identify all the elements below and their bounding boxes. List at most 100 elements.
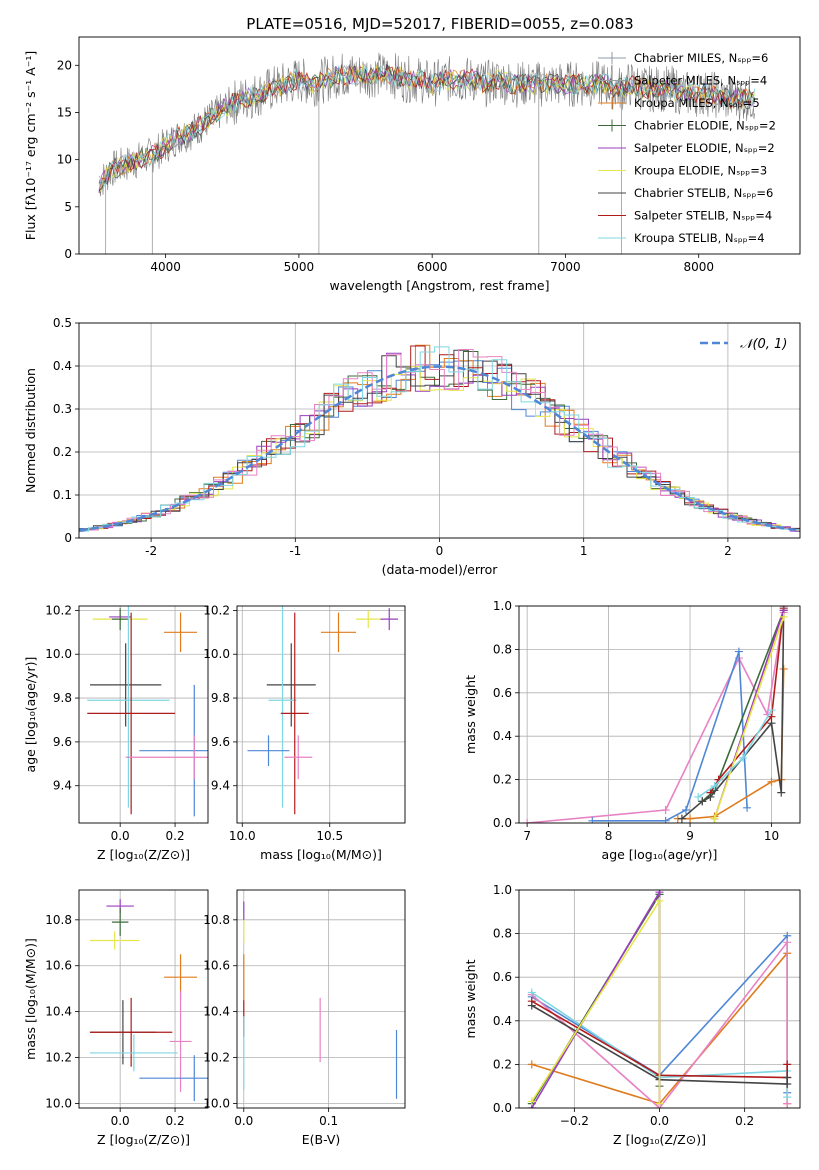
x-tick-label: 0.0 — [650, 1114, 669, 1128]
weight-marker — [681, 805, 690, 814]
y-tick-label: 10.2 — [203, 1051, 230, 1065]
y-tick-label: 0.2 — [53, 445, 72, 459]
histogram-step — [79, 366, 800, 532]
weight-marker — [694, 792, 703, 801]
y-tick-label: 1.0 — [493, 883, 512, 897]
y-axis-label: Flux [fλ10⁻¹⁷ erg cm⁻² s⁻¹ A⁻¹] — [23, 51, 38, 240]
weight-marker — [686, 814, 695, 823]
legend-label: Chabrier STELIB, Nₛₚₚ=6 — [634, 186, 773, 200]
y-tick-label: 0.6 — [493, 970, 512, 984]
y-tick-label: 0.0 — [493, 1101, 512, 1115]
x-tick-label: 0.2 — [166, 829, 185, 843]
y-tick-label: 0.0 — [493, 816, 512, 830]
y-tick-label: 9.6 — [211, 735, 230, 749]
weight-marker — [655, 896, 664, 905]
axes-frame — [78, 36, 801, 255]
x-tick-label: 8000 — [683, 260, 714, 274]
axes-frame — [78, 322, 801, 539]
y-tick-label: 0.4 — [493, 729, 512, 743]
y-tick-label: 10.0 — [203, 1096, 230, 1110]
x-axis-label: (data-model)/error — [382, 562, 499, 577]
x-tick-label: 0.0 — [111, 1114, 130, 1128]
weight-line — [709, 608, 785, 794]
x-tick-label: 0.2 — [735, 1114, 754, 1128]
axes-frame — [78, 605, 209, 824]
y-axis-label: mass weight — [463, 675, 478, 754]
y-tick-label: 0.8 — [493, 642, 512, 656]
weight-marker — [767, 777, 776, 786]
axes-frame — [518, 889, 801, 1109]
spectrum-model-line — [98, 64, 756, 190]
y-tick-label: 10.8 — [203, 913, 230, 927]
weight-line — [697, 709, 773, 798]
plot-area-spectrum — [98, 52, 756, 254]
x-tick-label: 1 — [580, 544, 588, 558]
axes-frame — [236, 889, 406, 1109]
x-tick-label: 6000 — [417, 260, 448, 274]
weight-marker — [698, 797, 707, 806]
x-axis-label: E(B-V) — [302, 1132, 341, 1147]
legend-label: Chabrier MILES, Nₛₚₚ=6 — [634, 51, 768, 65]
y-tick-label: 0.3 — [53, 402, 72, 416]
x-axis-label: mass [log₁₀(M/M⊙)] — [260, 847, 382, 862]
y-tick-label: 10.6 — [45, 959, 72, 973]
y-tick-label: 0 — [64, 247, 72, 261]
x-tick-label: 2 — [724, 544, 732, 558]
y-tick-label: 10.2 — [45, 603, 72, 617]
weight-line — [677, 668, 785, 820]
legend-label: Kroupa MILES, Nₛₚₚ=5 — [634, 96, 760, 110]
y-axis-label: age [log₁₀(age/yr)] — [23, 657, 38, 773]
weight-marker — [655, 890, 664, 897]
y-tick-label: 10.2 — [203, 603, 230, 617]
x-tick-label: -1 — [289, 544, 301, 558]
weight-marker — [779, 612, 788, 621]
weight-marker — [661, 816, 670, 823]
weight-marker — [527, 1097, 536, 1106]
y-tick-label: 5 — [64, 200, 72, 214]
y-tick-label: 9.4 — [53, 779, 72, 793]
weight-marker — [767, 706, 776, 715]
y-tick-label: 0.2 — [493, 773, 512, 787]
chart-mass-vs-z: 0.0 0.2 10.0 10.2 10.4 10.6 10.8 Z [log₁₀(Z/Z⊙)… — [23, 889, 209, 1147]
plot-area-mass-vs-z — [89, 899, 208, 1102]
x-tick-label: 0.2 — [166, 1114, 185, 1128]
weight-line — [531, 1000, 789, 1079]
legend-label: Salpeter MILES, Nₛₚₚ=4 — [634, 74, 767, 88]
x-tick-label: 5000 — [284, 260, 315, 274]
legend-label: Chabrier ELODIE, Nₛₚₚ=2 — [634, 119, 776, 133]
y-tick-label: 0.6 — [493, 686, 512, 700]
weight-marker — [661, 805, 670, 814]
x-tick-label: 7 — [523, 829, 531, 843]
y-tick-label: 20 — [57, 58, 72, 72]
weight-marker — [743, 803, 752, 812]
x-tick-label: 0.0 — [111, 829, 130, 843]
x-tick-label: 9 — [686, 829, 694, 843]
weight-line — [527, 612, 785, 823]
x-tick-label: 10.5 — [316, 829, 343, 843]
weight-marker — [527, 1001, 536, 1010]
y-tick-label: 0.5 — [53, 316, 72, 330]
weight-marker — [710, 814, 719, 823]
y-tick-label: 10.8 — [45, 913, 72, 927]
y-axis-label: mass [log₁₀(M/M⊙)] — [23, 938, 38, 1060]
weight-marker — [527, 988, 536, 997]
weight-marker — [767, 719, 776, 728]
chart-age-vs-z: 0.0 0.2 9.4 9.6 9.8 10.0 10.2 Z [log₁₀(Z/Z⊙)] ag… — [23, 603, 209, 862]
weight-marker — [527, 1060, 536, 1069]
plot-area-mass-vs-ebv — [243, 901, 398, 1099]
x-tick-label: -2 — [145, 544, 157, 558]
x-axis-label: wavelength [Angstrom, rest frame] — [329, 278, 549, 293]
y-tick-label: 10.0 — [45, 647, 72, 661]
legend-label: Salpeter ELODIE, Nₛₚₚ=2 — [634, 141, 775, 155]
weight-marker — [783, 1060, 792, 1069]
weight-marker — [710, 782, 719, 791]
histogram-step — [79, 346, 800, 532]
y-tick-label: 10.4 — [203, 1005, 230, 1019]
y-tick-label: 0.8 — [493, 927, 512, 941]
gaussian-curve — [79, 365, 800, 532]
axes-frame — [78, 889, 209, 1109]
weight-marker — [738, 753, 747, 762]
plot-area-age-vs-z — [87, 606, 208, 817]
x-axis-label: Z [log₁₀(Z/Z⊙)] — [97, 847, 190, 862]
